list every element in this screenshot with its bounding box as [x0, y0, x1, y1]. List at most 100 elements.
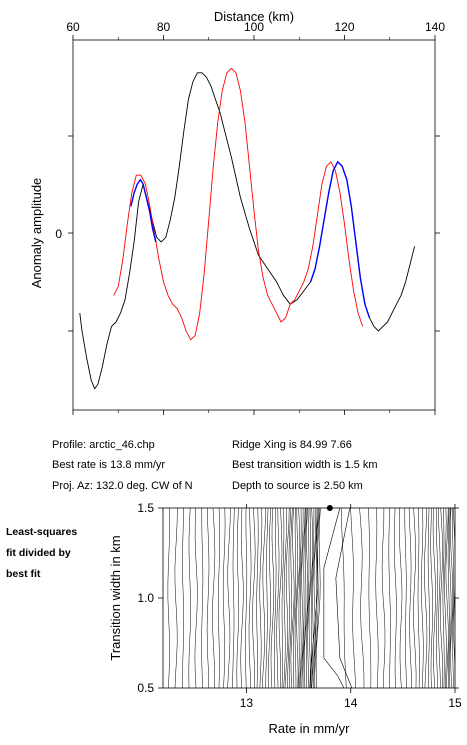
contour-x-tick-label: 15	[448, 696, 462, 710]
contour-line	[440, 508, 444, 688]
contour-line	[182, 508, 184, 688]
contour-line	[388, 508, 391, 688]
contour-line	[174, 508, 178, 688]
contour-line	[252, 508, 256, 688]
contour-line	[236, 508, 240, 688]
contour-line	[268, 508, 272, 688]
info-block: Profile: arctic_46.chp Best rate is 13.8…	[52, 439, 378, 492]
contour-line	[450, 508, 454, 688]
contour-line	[375, 508, 379, 688]
contour-line	[293, 508, 296, 688]
best-fit-point	[326, 505, 333, 511]
contour-line	[188, 508, 191, 688]
contour-line	[299, 508, 306, 688]
contour-line	[432, 508, 436, 688]
bottom-x-axis-title: Rate in mm/yr	[269, 721, 351, 736]
contour-line	[310, 508, 317, 688]
contour-line	[206, 508, 210, 688]
contour-line	[274, 508, 277, 688]
best-transition-text: Best transition width is 1.5 km	[232, 459, 378, 471]
contour-line	[201, 508, 204, 688]
top-x-tick-label: 80	[157, 20, 171, 34]
contour-line	[381, 508, 386, 688]
top-x-tick-label: 60	[66, 20, 80, 34]
contour-line	[294, 508, 298, 688]
top-x-tick-label: 140	[425, 20, 445, 34]
best-rate-text: Best rate is 13.8 mm/yr	[52, 459, 165, 471]
side-label: Least-squares fit divided by best fit	[6, 526, 77, 580]
contour-line	[442, 508, 445, 688]
contour-line	[212, 508, 216, 688]
top-x-tick-label: 100	[244, 20, 264, 34]
contour-line	[314, 508, 320, 688]
contour-y-tick-label: 0.5	[137, 681, 154, 695]
contour-line	[307, 508, 312, 688]
contour-line	[449, 508, 452, 688]
contour-line	[311, 508, 319, 688]
contour-line	[341, 508, 347, 688]
contour-line	[308, 508, 313, 688]
bottom-chart-ticks: 13 14 15 0.5 1.0 1.5	[137, 501, 462, 710]
contour-line	[315, 508, 321, 688]
ridge-xing-text: Ridge Xing is 84.99 7.66	[232, 439, 352, 451]
contour-y-tick-label: 1.0	[137, 591, 154, 605]
top-x-axis-title: Distance (km)	[214, 9, 294, 24]
contour-line	[310, 508, 315, 688]
contour-line	[259, 508, 263, 688]
contour-line	[413, 508, 417, 688]
contour-lines	[167, 508, 455, 688]
contour-line	[281, 508, 285, 688]
side-label-line-1: Least-squares	[6, 526, 77, 538]
contour-line	[218, 508, 220, 688]
observed-anomaly-line	[79, 72, 416, 390]
contour-line	[222, 508, 226, 688]
contour-line	[359, 508, 365, 688]
contour-line	[296, 508, 301, 688]
contour-line	[417, 508, 420, 688]
contour-line	[276, 508, 280, 688]
misfit-contour-chart: 13 14 15 0.5 1.0 1.5 Rate in mm/yr Transition…	[108, 501, 462, 736]
fit-window-line-right	[309, 161, 371, 318]
contour-line	[227, 508, 231, 688]
contour-line	[313, 508, 319, 688]
contour-line	[283, 508, 287, 688]
contour-line	[301, 508, 307, 688]
contour-line	[304, 508, 309, 688]
contour-line	[290, 508, 295, 688]
contour-line	[194, 508, 198, 688]
contour-line	[167, 508, 170, 688]
contour-line	[368, 508, 372, 688]
contour-line	[421, 508, 424, 688]
contour-line	[435, 508, 438, 688]
top-chart-ticks: 60 80 100 120 140 0	[55, 20, 445, 415]
contour-line	[302, 508, 308, 688]
contour-line	[447, 508, 450, 688]
contour-line	[299, 508, 304, 688]
proj-az-text: Proj. Az: 132.0 deg. CW of N	[52, 480, 193, 492]
contour-line-inner-left	[309, 508, 319, 688]
contour-line	[270, 508, 275, 688]
contour-line	[408, 508, 412, 688]
contour-line	[452, 508, 454, 688]
contour-line	[288, 508, 293, 688]
contour-line	[278, 508, 283, 688]
contour-line	[404, 508, 407, 688]
contour-line	[287, 508, 291, 688]
bottom-y-axis-title: Transition width in km	[108, 535, 123, 660]
contour-line	[393, 508, 397, 688]
contour-line	[444, 508, 447, 688]
contour-line	[298, 508, 302, 688]
anomaly-profile-chart: 60 80 100 120 140 0 Distance (km) Anomaly amp…	[29, 9, 445, 415]
contour-y-tick-label: 1.5	[137, 501, 154, 515]
contour-line	[350, 508, 356, 688]
profile-text: Profile: arctic_46.chp	[52, 439, 155, 451]
top-y-axis-title: Anomaly amplitude	[29, 178, 44, 289]
side-label-line-3: best fit	[6, 568, 41, 580]
contour-line	[261, 508, 266, 688]
top-chart-series	[79, 67, 416, 390]
contour-line	[427, 508, 430, 688]
contour-line-inner-right	[335, 508, 353, 688]
top-x-tick-label: 120	[334, 20, 354, 34]
contour-line	[256, 508, 259, 688]
